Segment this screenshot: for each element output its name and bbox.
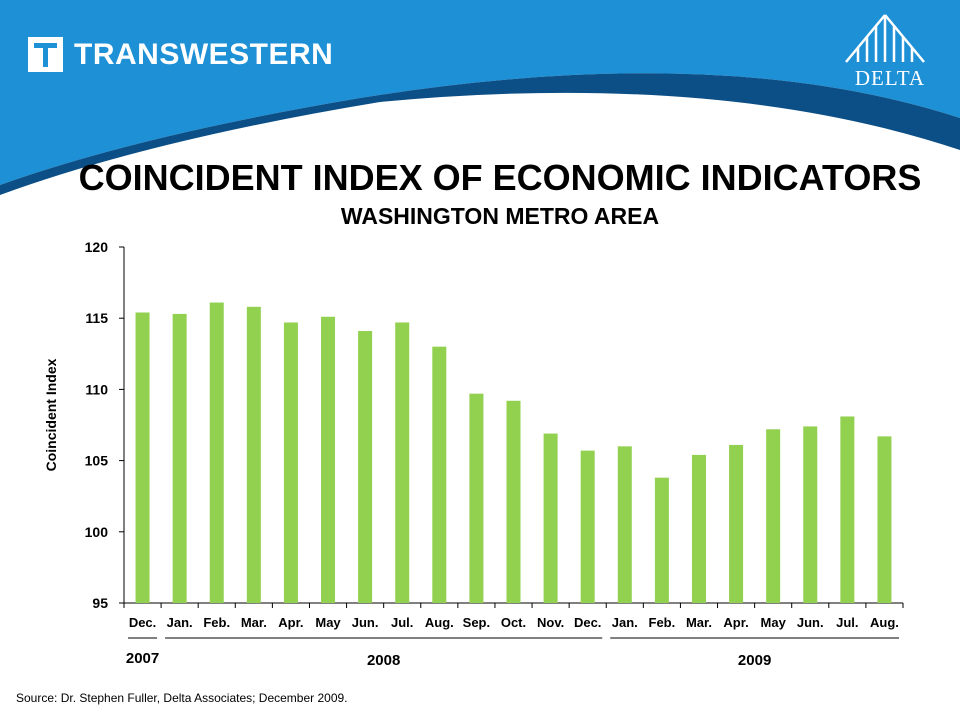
x-tick-label: Feb.: [203, 615, 230, 630]
x-tick-label: Jul.: [391, 615, 413, 630]
x-tick-label: Feb.: [649, 615, 676, 630]
y-tick-label: 115: [85, 310, 108, 326]
bar: [395, 322, 410, 603]
x-tick-label: Mar.: [686, 615, 712, 630]
bar: [654, 477, 669, 603]
x-tick-label: May: [761, 615, 787, 630]
bar: [283, 322, 298, 603]
bar: [469, 393, 484, 603]
y-tick-label: 95: [92, 595, 108, 611]
bar: [209, 302, 224, 603]
bar: [729, 444, 744, 603]
transwestern-logo-icon: [28, 37, 63, 72]
chart-subtitle: WASHINGTON METRO AREA: [340, 203, 660, 229]
bar: [246, 306, 261, 603]
bar: [135, 312, 150, 603]
bar: [766, 429, 781, 603]
year-label: 2008: [367, 652, 400, 669]
bar: [321, 316, 336, 603]
bar: [580, 450, 595, 603]
x-tick-label: Jan.: [612, 615, 638, 630]
bar: [617, 446, 632, 603]
x-tick-label: Jun.: [352, 615, 379, 630]
bar: [543, 433, 558, 603]
bar: [877, 436, 892, 603]
partner-name: DELTA: [854, 66, 926, 90]
bar: [803, 426, 818, 603]
x-tick-label: Aug.: [870, 615, 899, 630]
y-tick-label: 105: [85, 453, 109, 469]
x-tick-label: Jun.: [797, 615, 824, 630]
bar: [506, 400, 521, 603]
x-tick-label: Dec.: [574, 615, 601, 630]
y-tick-label: 100: [85, 524, 109, 540]
x-tick-label: Oct.: [501, 615, 526, 630]
x-tick-label: Jul.: [836, 615, 858, 630]
year-label: 2007: [126, 650, 159, 667]
x-tick-label: Dec.: [129, 615, 156, 630]
x-tick-label: Mar.: [241, 615, 267, 630]
x-tick-label: Apr.: [723, 615, 748, 630]
x-tick-label: Sep.: [463, 615, 490, 630]
y-tick-label: 120: [85, 239, 109, 255]
y-tick-label: 110: [85, 381, 108, 397]
x-tick-label: May: [315, 615, 341, 630]
x-tick-label: Apr.: [278, 615, 303, 630]
bar: [172, 313, 187, 603]
bar: [840, 416, 855, 603]
source-note: Source: Dr. Stephen Fuller, Delta Associ…: [16, 691, 348, 705]
header-swoosh: [0, 73, 960, 195]
chart-title: COINCIDENT INDEX OF ECONOMIC INDICATORS: [78, 157, 922, 198]
bar: [432, 346, 447, 603]
brand-name: TRANSWESTERN: [74, 38, 334, 71]
x-tick-label: Aug.: [425, 615, 454, 630]
header-background: [0, 0, 960, 185]
delta-logo-icon: [845, 14, 925, 63]
header-band: [0, 0, 960, 195]
year-label: 2009: [738, 652, 771, 669]
bar: [691, 454, 706, 603]
x-tick-label: Jan.: [167, 615, 193, 630]
y-axis-label: Coincident Index: [43, 358, 59, 471]
bar: [358, 331, 373, 603]
x-tick-label: Nov.: [537, 615, 564, 630]
